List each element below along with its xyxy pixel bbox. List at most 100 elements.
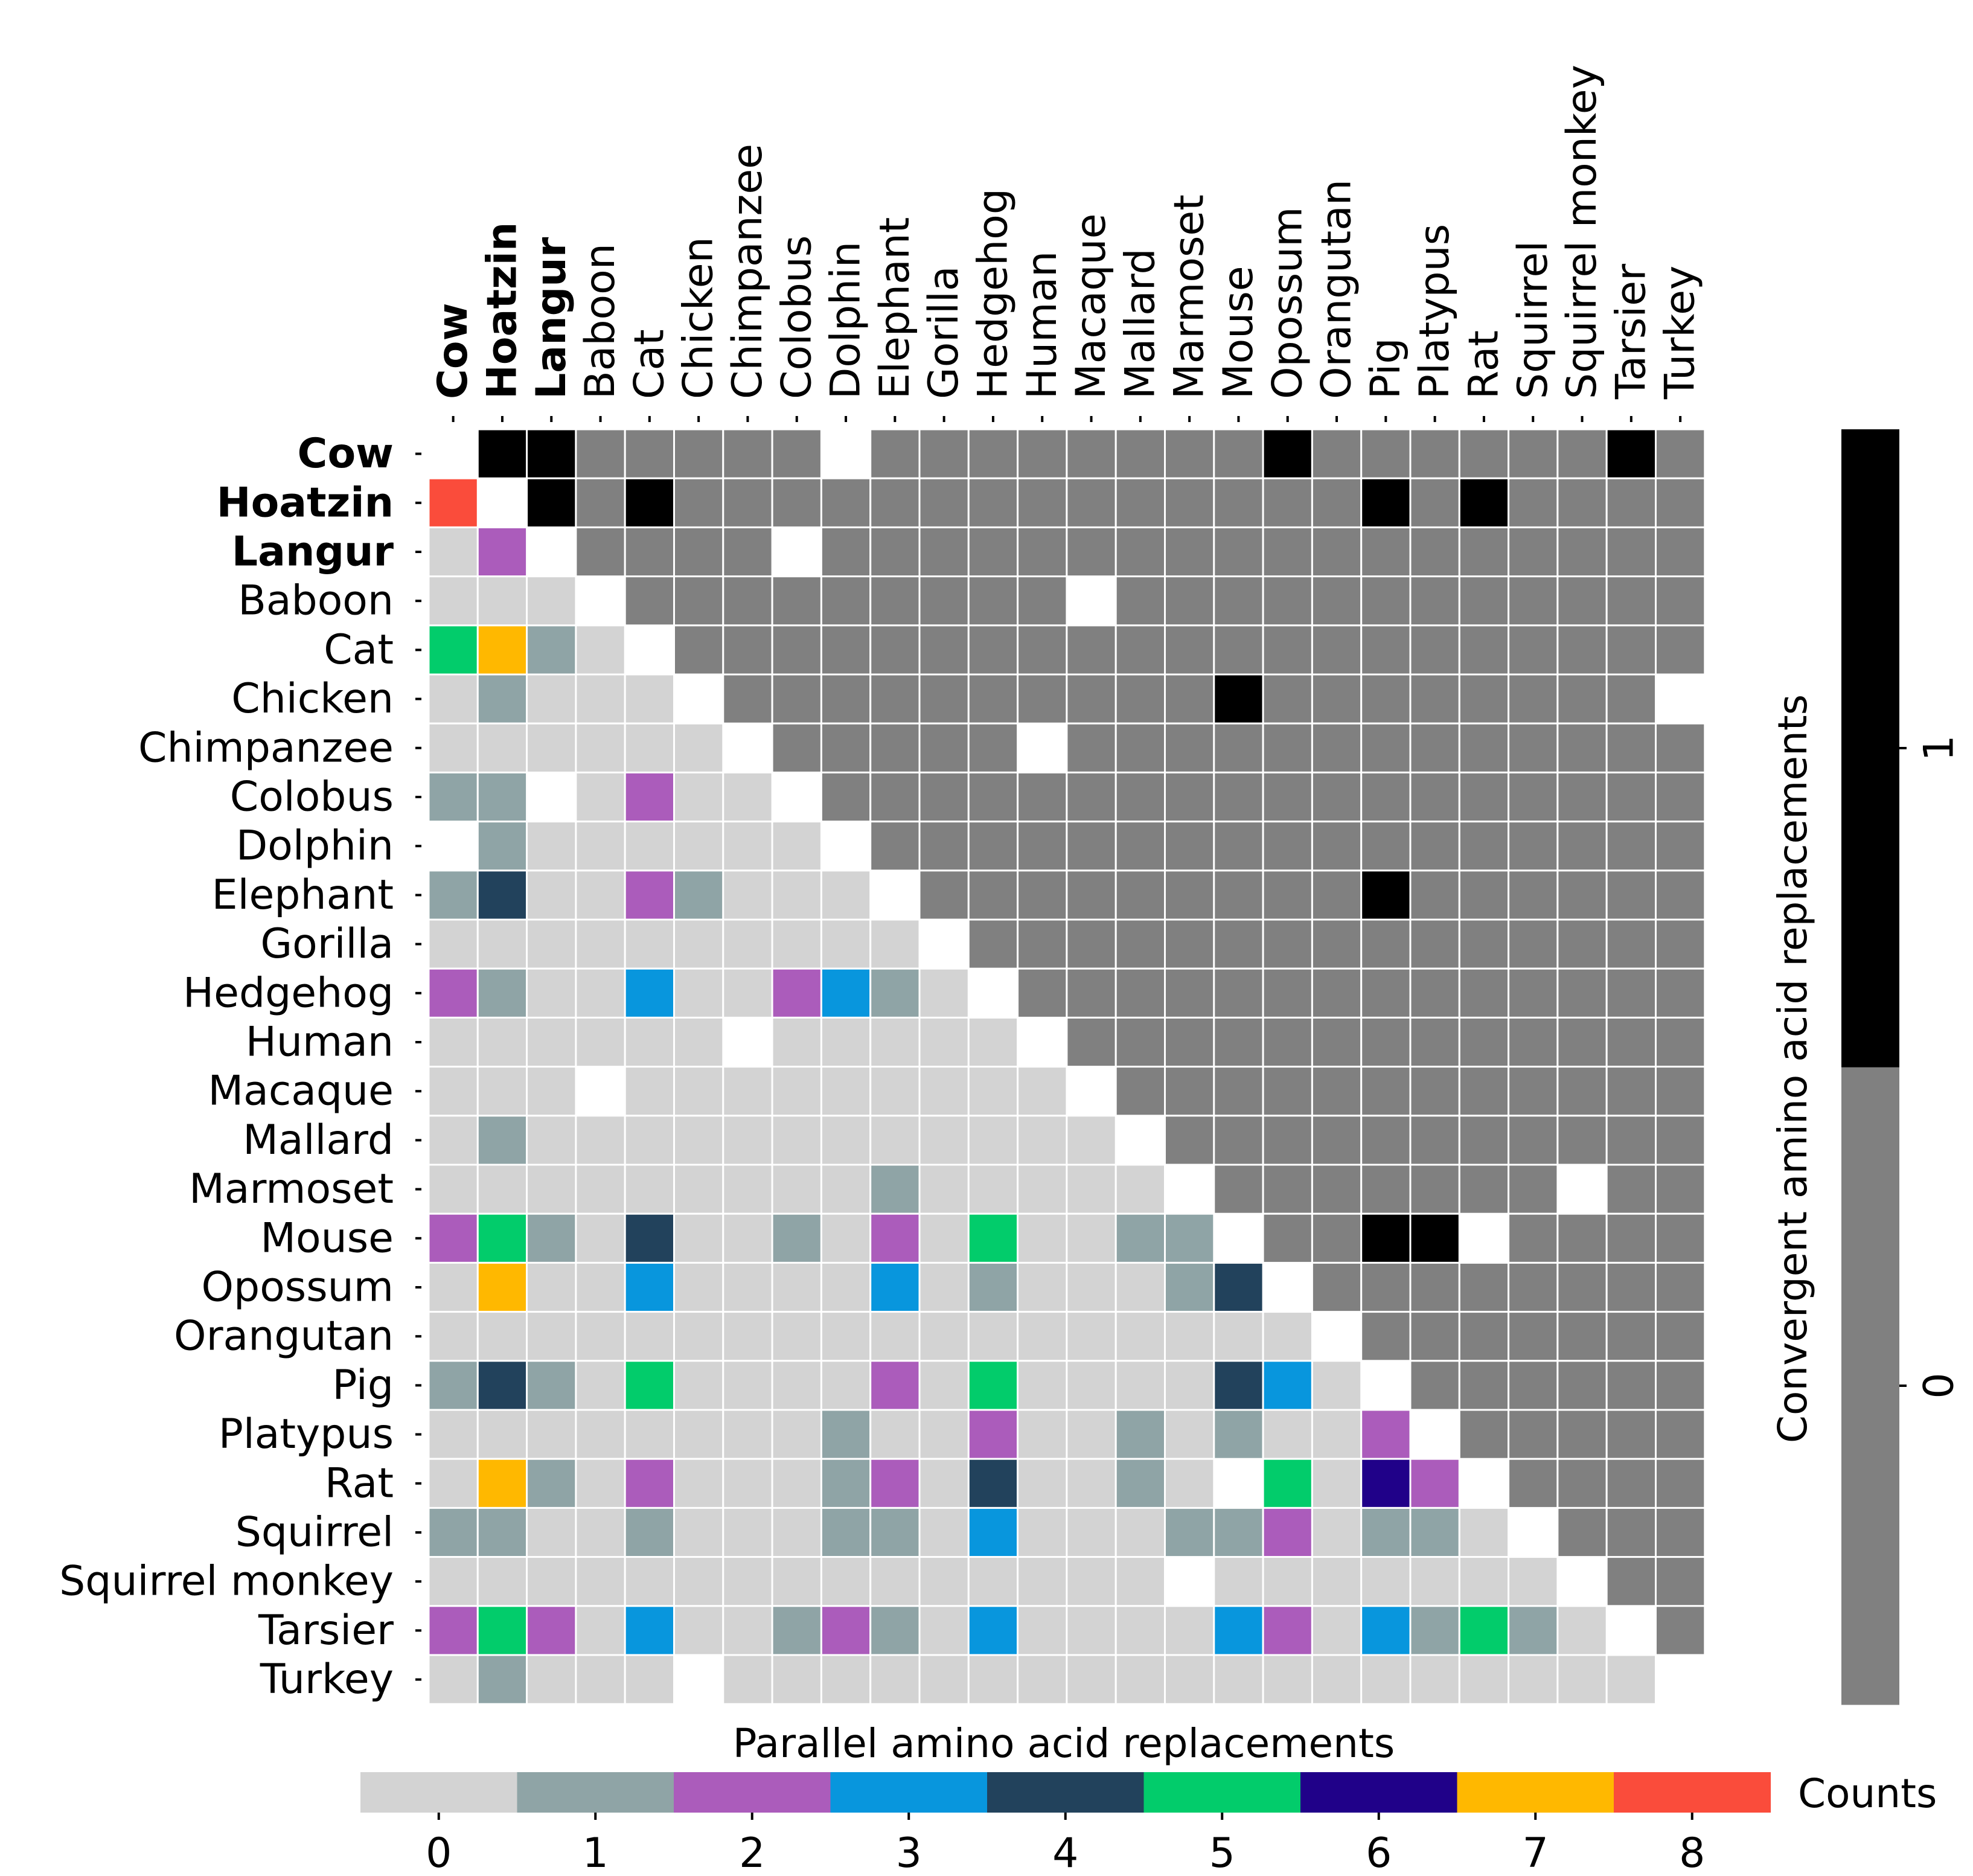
column-label-chimpanzee: Chimpanzee [724, 144, 772, 399]
parallel-cell-colobus-baboon [575, 771, 626, 823]
convergent-cell-hedgehog-rat [1458, 967, 1510, 1019]
convergent-cell-marmoset-mouse [1213, 1164, 1264, 1215]
convergent-cell-squirrel-monkey-tarsier [1605, 1556, 1657, 1607]
convergent-cell-langur-rat [1458, 526, 1510, 578]
parallel-cell-tarsier-squirrel [1508, 1605, 1559, 1656]
parallel-cell-squirrel-orangutan [1311, 1506, 1363, 1558]
parallel-cell-pig-cat [624, 1360, 675, 1411]
parallel-cell-macaque-langur [526, 1066, 577, 1117]
convergent-cell-gorilla-mouse [1213, 918, 1264, 970]
column-label-platypus: Platypus [1411, 224, 1459, 399]
parallel-cell-opossum-mallard [1114, 1261, 1166, 1313]
parallel-cell-dolphin-hoatzin [476, 821, 528, 872]
convergent-cell-elephant-opossum [1262, 869, 1313, 921]
parallel-cell-human-elephant [869, 1016, 921, 1068]
row-label-hoatzin: Hoatzin [217, 479, 394, 527]
parallel-cell-marmoset-human [1017, 1164, 1068, 1215]
convergent-cell-hoatzin-baboon [575, 477, 626, 528]
parallel-colorbar-swatch-4 [987, 1772, 1145, 1813]
parallel-cell-elephant-dolphin [820, 869, 872, 921]
parallel-cell-tarsier-baboon [575, 1605, 626, 1656]
convergent-cell-baboon-colobus [771, 575, 822, 627]
parallel-colorbar-tick-label-1: 1 [583, 1830, 609, 1876]
convergent-cell-hoatzin-chicken [673, 477, 724, 528]
convergent-cell-cow-hedgehog [967, 428, 1019, 479]
parallel-cell-pig-macaque [1066, 1360, 1117, 1411]
parallel-cell-tarsier-colobus [771, 1605, 822, 1656]
convergent-cell-dolphin-elephant [869, 821, 921, 872]
parallel-cell-tarsier-squirrel-monkey [1556, 1605, 1608, 1656]
column-label-squirrel-monkey: Squirrel monkey [1558, 65, 1606, 399]
convergent-cell-chicken-chimpanzee [722, 673, 773, 725]
parallel-cell-human-langur [526, 1016, 577, 1068]
parallel-cell-dolphin-langur [526, 821, 577, 872]
convergent-cell-chimpanzee-pig [1360, 722, 1412, 773]
convergent-cell-langur-mouse [1213, 526, 1264, 578]
parallel-colorbar-tick-label-5: 5 [1209, 1830, 1235, 1876]
convergent-cell-hoatzin-cat [624, 477, 675, 528]
parallel-cell-orangutan-elephant [869, 1311, 921, 1362]
parallel-cell-gorilla-langur [526, 918, 577, 970]
row-label-chicken: Chicken [231, 675, 394, 723]
convergent-cell-gorilla-mallard [1114, 918, 1166, 970]
parallel-cell-pig-orangutan [1311, 1360, 1363, 1411]
parallel-cell-rat-cat [624, 1458, 675, 1509]
parallel-colorbar: 0 1 2 3 4 5 6 7 8 [360, 1772, 1771, 1876]
convergent-cell-hedgehog-platypus [1409, 967, 1460, 1019]
parallel-cell-mouse-marmoset [1164, 1212, 1215, 1264]
row-label-rat: Rat [325, 1459, 394, 1507]
convergent-cell-cat-mallard [1114, 624, 1166, 676]
convergent-cell-chimpanzee-opossum [1262, 722, 1313, 773]
parallel-cell-colobus-chimpanzee [722, 771, 773, 823]
convergent-cell-cow-opossum [1262, 428, 1313, 479]
parallel-cell-cat-langur [526, 624, 577, 676]
convergent-cell-opossum-squirrel-monkey [1556, 1261, 1608, 1313]
column-label-turkey: Turkey [1657, 266, 1704, 400]
convergent-cell-cat-elephant [869, 624, 921, 676]
parallel-cell-tarsier-mouse [1213, 1605, 1264, 1656]
convergent-cell-dolphin-turkey [1655, 821, 1706, 872]
convergent-cell-cow-rat [1458, 428, 1510, 479]
convergent-cell-pig-platypus [1409, 1360, 1460, 1411]
convergent-cell-mallard-rat [1458, 1115, 1510, 1166]
convergent-cell-chicken-colobus [771, 673, 822, 725]
convergent-cell-hoatzin-dolphin [820, 477, 872, 528]
parallel-cell-turkey-macaque [1066, 1654, 1117, 1705]
convergent-cell-chicken-macaque [1066, 673, 1117, 725]
parallel-cell-squirrel-pig [1360, 1506, 1412, 1558]
convergent-cell-mouse-squirrel-monkey [1556, 1212, 1608, 1264]
convergent-cell-mouse-pig [1360, 1212, 1412, 1264]
parallel-cell-squirrel-cow [427, 1506, 479, 1558]
parallel-colorbar-tick-label-6: 6 [1366, 1830, 1392, 1876]
column-label-hoatzin: Hoatzin [478, 222, 526, 399]
parallel-cell-mouse-cat [624, 1212, 675, 1264]
convergent-cell-cat-platypus [1409, 624, 1460, 676]
convergent-cell-langur-hedgehog [967, 526, 1019, 578]
parallel-cell-hedgehog-cat [624, 967, 675, 1019]
convergent-cell-chimpanzee-platypus [1409, 722, 1460, 773]
parallel-cell-mouse-colobus [771, 1212, 822, 1264]
row-label-dolphin: Dolphin [236, 822, 394, 870]
convergent-cell-cat-pig [1360, 624, 1412, 676]
convergent-cell-hedgehog-orangutan [1311, 967, 1363, 1019]
parallel-cell-macaque-chicken [673, 1066, 724, 1117]
parallel-cell-mouse-mallard [1114, 1212, 1166, 1264]
convergent-colorbar: 01 [1841, 429, 1963, 1705]
convergent-cell-mouse-turkey [1655, 1212, 1706, 1264]
column-label-macaque: Macaque [1067, 214, 1115, 400]
parallel-cell-orangutan-marmoset [1164, 1311, 1215, 1362]
parallel-cell-orangutan-chimpanzee [722, 1311, 773, 1362]
parallel-cell-tarsier-langur [526, 1605, 577, 1656]
convergent-cell-marmoset-pig [1360, 1164, 1412, 1215]
convergent-cell-baboon-hedgehog [967, 575, 1019, 627]
parallel-cell-tarsier-mallard [1114, 1605, 1166, 1656]
convergent-cell-human-marmoset [1164, 1016, 1215, 1068]
convergent-cell-cow-gorilla [918, 428, 970, 479]
parallel-cell-mallard-chimpanzee [722, 1115, 773, 1166]
convergent-cell-hoatzin-platypus [1409, 477, 1460, 528]
parallel-cell-turkey-squirrel [1508, 1654, 1559, 1705]
convergent-cell-hedgehog-human [1017, 967, 1068, 1019]
convergent-cell-dolphin-marmoset [1164, 821, 1215, 872]
convergent-cell-chicken-human [1017, 673, 1068, 725]
convergent-cell-human-orangutan [1311, 1016, 1363, 1068]
